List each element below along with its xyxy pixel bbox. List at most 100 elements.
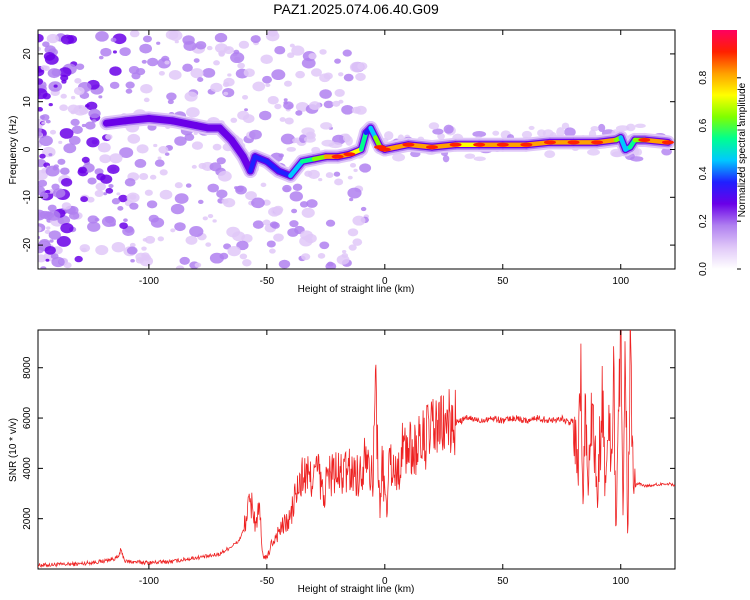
noise-speckle [464, 153, 476, 159]
noise-speckle [168, 70, 182, 80]
noise-speckle [61, 79, 67, 84]
noise-speckle [167, 99, 174, 105]
noise-speckle [182, 35, 195, 45]
noise-speckle [274, 45, 286, 55]
ridge-segment [358, 130, 369, 152]
noise-speckle [237, 62, 245, 69]
colorbar-tick-label: 0.8 [698, 70, 709, 84]
noise-speckle [242, 259, 252, 267]
noise-speckle [60, 74, 69, 81]
noise-speckle [189, 226, 204, 238]
noise-speckle [164, 60, 170, 65]
noise-speckle [217, 170, 232, 182]
noise-speckle [125, 88, 133, 94]
noise-speckle [280, 133, 295, 145]
x-tick-label: 50 [497, 576, 509, 587]
ridge-peak [567, 140, 580, 145]
noise-speckle [59, 104, 68, 112]
noise-speckle [154, 159, 165, 167]
spectrogram-ridge [99, 111, 675, 183]
noise-speckle [38, 127, 42, 133]
noise-speckle [135, 252, 147, 262]
noise-speckle [299, 201, 309, 208]
noise-speckle [355, 72, 366, 82]
noise-speckle [116, 192, 121, 196]
noise-speckle [348, 244, 357, 251]
x-tick-label: 100 [612, 276, 629, 287]
noise-speckle [45, 119, 51, 124]
y-tick-label: 20 [22, 48, 33, 60]
noise-speckle [243, 68, 255, 78]
noise-speckle [157, 156, 162, 160]
noise-speckle [75, 63, 85, 70]
noise-speckle [127, 133, 141, 144]
noise-speckle [175, 265, 185, 269]
y-tick-label: -20 [22, 237, 33, 252]
noise-speckle [273, 233, 284, 242]
noise-speckle [341, 104, 354, 115]
noise-speckle [233, 49, 240, 55]
noise-speckle [111, 198, 121, 205]
noise-speckle [661, 147, 672, 156]
noise-speckle [78, 166, 88, 174]
noise-speckle [166, 92, 177, 101]
x-tick-label: -50 [260, 576, 275, 587]
noise-speckle [205, 242, 212, 247]
ridge-peak [543, 140, 556, 145]
noise-speckle [287, 228, 299, 237]
noise-speckle [118, 194, 128, 203]
noise-speckle [38, 246, 44, 254]
noise-speckle [112, 50, 117, 54]
noise-speckle [432, 128, 444, 135]
snr-x-ticks: -100 -50 0 50 100 [139, 330, 630, 587]
noise-speckle [168, 30, 183, 41]
noise-speckle [61, 178, 73, 187]
ridge-peak [473, 142, 486, 147]
noise-speckle [347, 228, 359, 237]
noise-speckle [44, 246, 56, 255]
noise-speckle [295, 110, 303, 116]
noise-speckle [51, 183, 60, 190]
noise-speckle [564, 127, 576, 137]
noise-speckle [109, 66, 122, 76]
noise-speckle [109, 81, 120, 90]
noise-speckle [100, 174, 113, 184]
x-tick-label: -100 [139, 576, 159, 587]
noise-speckle [269, 248, 276, 254]
noise-speckle [333, 171, 341, 177]
y-tick-label: 2000 [22, 507, 33, 530]
noise-speckle [38, 170, 48, 181]
noise-speckle [598, 123, 606, 133]
noise-speckle [252, 220, 264, 229]
noise-speckle [472, 130, 487, 138]
noise-speckle [216, 189, 228, 199]
y-tick-label: 4000 [22, 457, 33, 480]
noise-speckle [38, 179, 48, 187]
snr-series-line [38, 330, 675, 568]
noise-speckle [210, 82, 223, 93]
noise-speckle [343, 73, 354, 82]
noise-speckle [544, 150, 556, 159]
noise-speckle [140, 83, 153, 94]
noise-speckle [349, 162, 357, 168]
noise-speckle [214, 32, 228, 43]
noise-speckle [49, 239, 54, 243]
noise-speckle [109, 153, 123, 164]
noise-speckle [262, 219, 271, 226]
noise-speckle [282, 184, 292, 193]
noise-speckle [193, 58, 200, 63]
noise-speckle [38, 185, 46, 196]
noise-speckle [216, 157, 226, 165]
noise-speckle [98, 95, 103, 99]
noise-speckle [153, 143, 158, 148]
x-tick-label: 100 [612, 576, 629, 587]
noise-speckle [198, 162, 207, 170]
noise-speckle [60, 34, 74, 45]
noise-speckle [71, 125, 83, 135]
spectrogram-noise [38, 30, 672, 269]
noise-speckle [144, 235, 156, 244]
noise-speckle [53, 84, 58, 88]
noise-speckle [301, 127, 315, 136]
